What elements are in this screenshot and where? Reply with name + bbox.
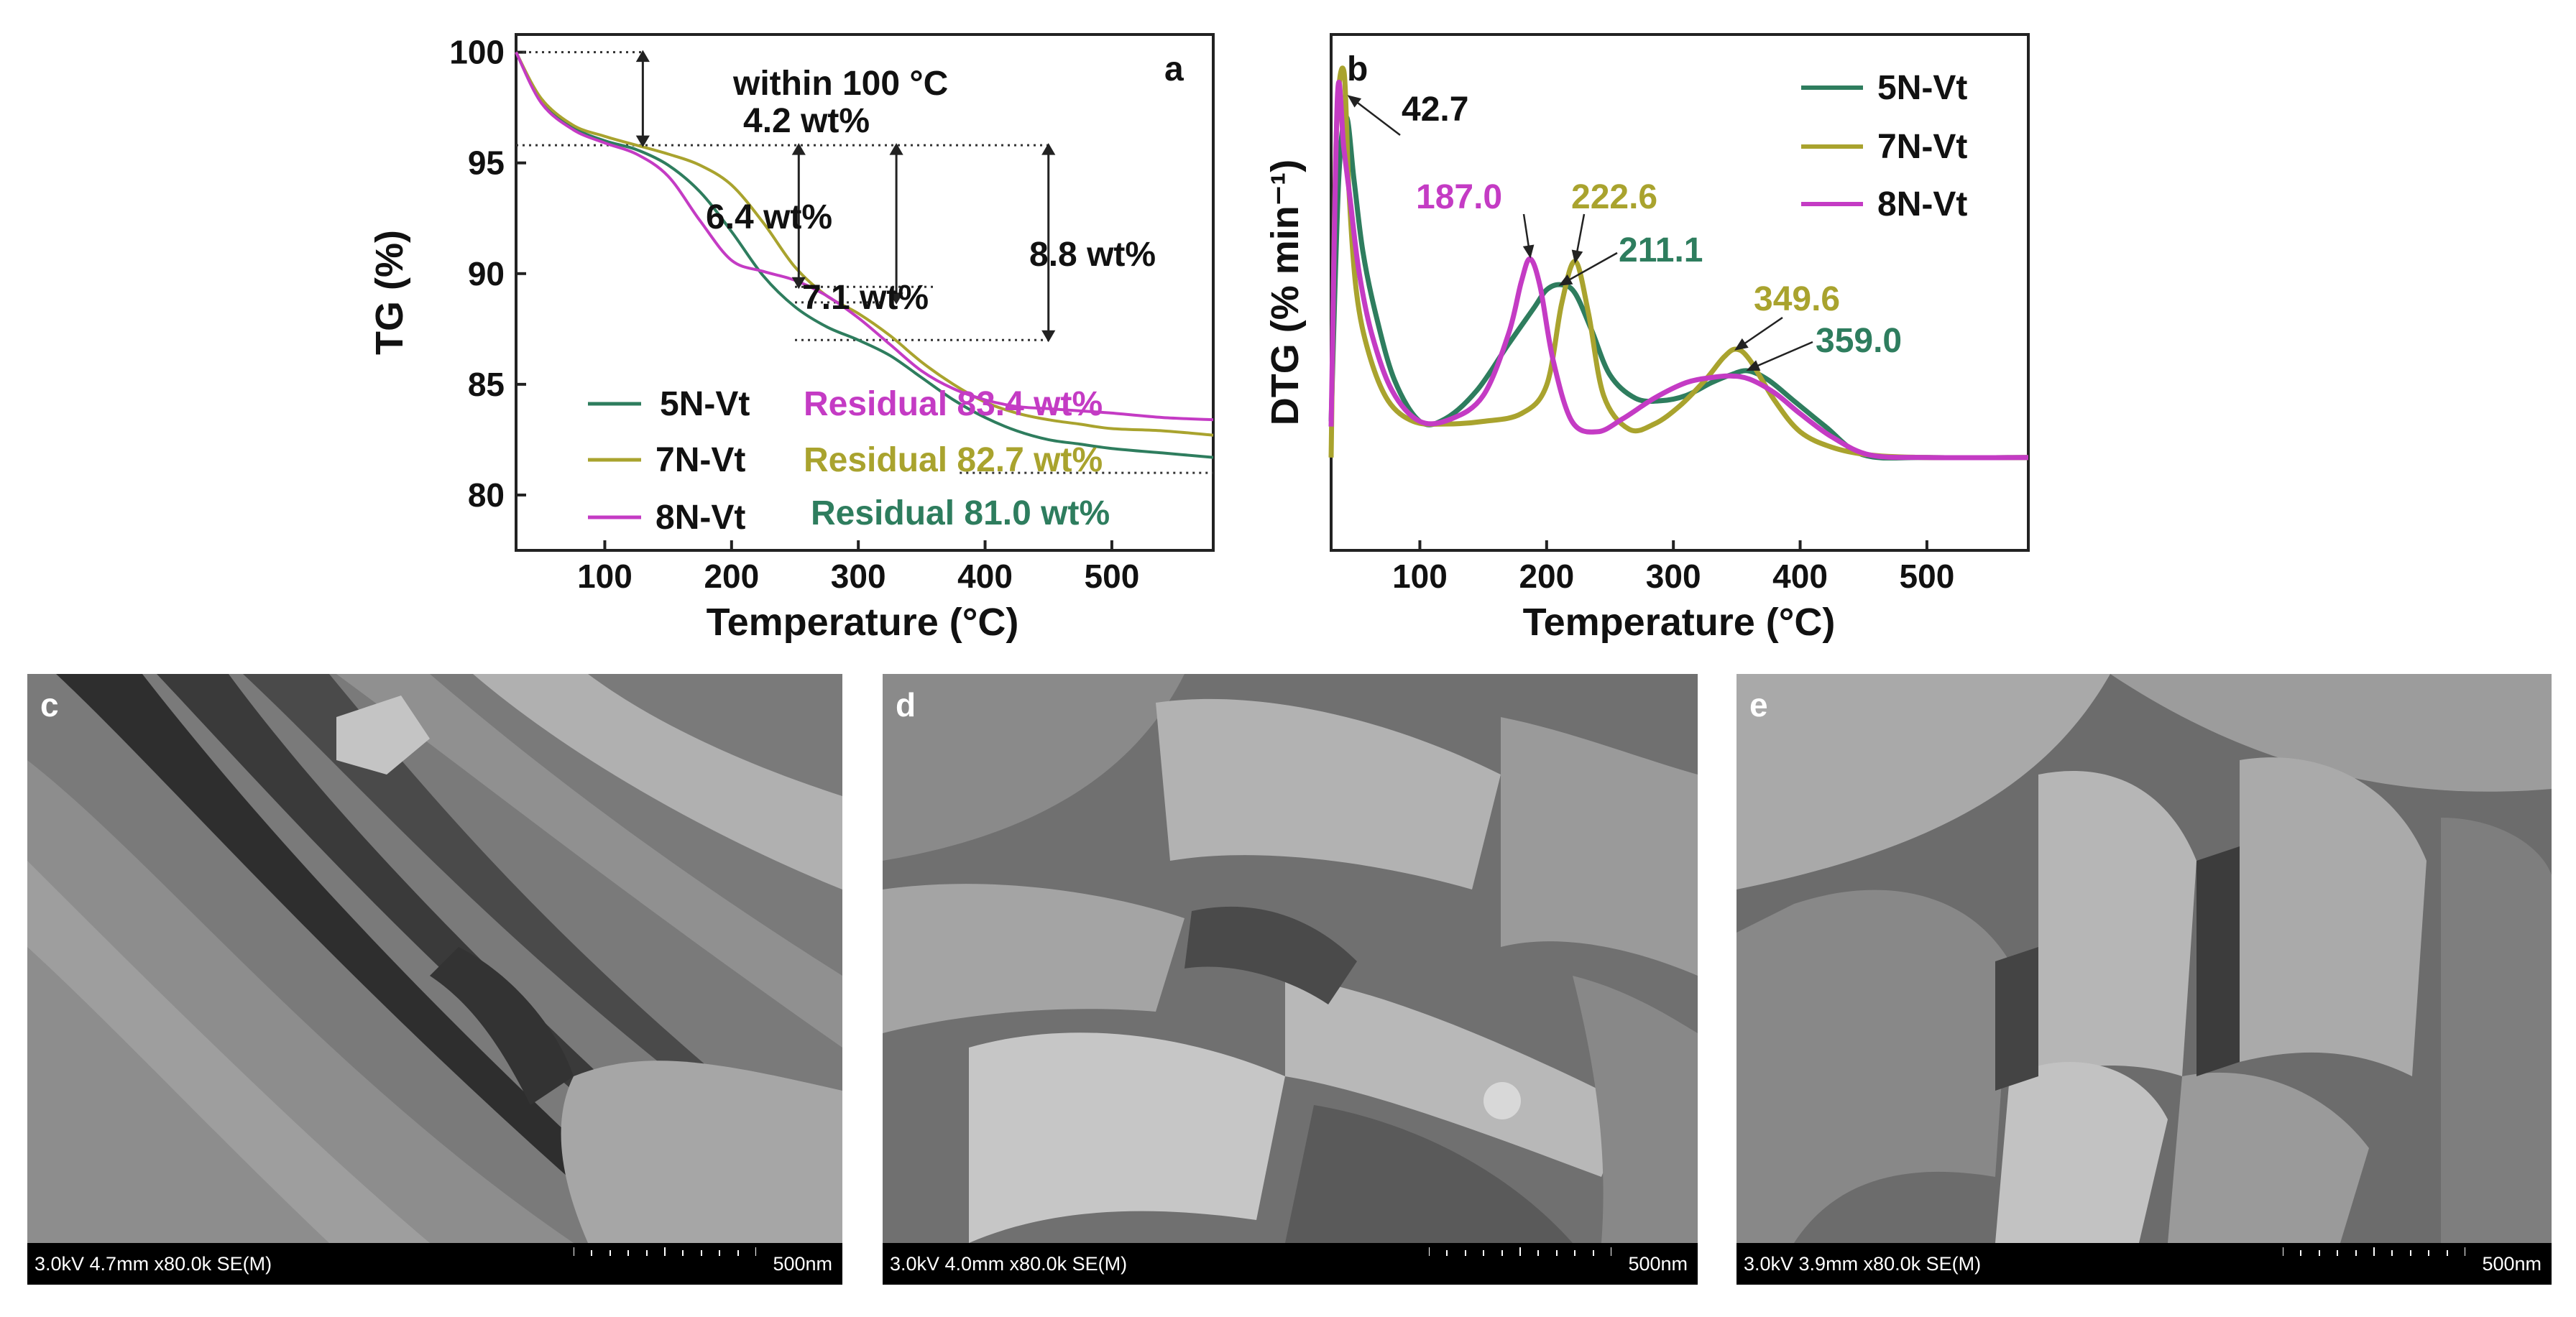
tg-residual-3: Residual 81.0 wt% bbox=[811, 494, 1110, 532]
sem-panel-label-d: d bbox=[896, 686, 916, 724]
sem-info-bar-d: 3.0kV 4.0mm x80.0k SE(M) 500nm bbox=[883, 1243, 1698, 1285]
series-line-a-5n-vt bbox=[515, 51, 1214, 459]
tg-legend: 5N-Vt Residual 83.4 wt% 7N-Vt Residual 8… bbox=[588, 385, 1110, 537]
y-tick-label-a-95: 95 bbox=[468, 144, 505, 182]
tg-annot-8-8: 8.8 wt% bbox=[1029, 236, 1156, 274]
peak-arrow-42-7-line bbox=[1348, 96, 1401, 136]
arrow-7-1-head-top bbox=[889, 143, 903, 155]
sem-scale-ticks-e bbox=[2283, 1247, 2465, 1256]
y-tick-label-a-80: 80 bbox=[468, 476, 505, 514]
sem-micrograph-d bbox=[883, 674, 1698, 1243]
dtg-plot-frame bbox=[1330, 33, 2030, 552]
x-tick-label-b-500: 500 bbox=[1900, 558, 1955, 595]
tg-legend-label-8n: 8N-Vt bbox=[656, 499, 745, 537]
sem-panel-label-c: c bbox=[40, 686, 59, 724]
dtg-peak-349-6: 349.6 bbox=[1754, 280, 1840, 318]
dtg-peak-211-1: 211.1 bbox=[1619, 231, 1703, 269]
series-line-b-5n-vt bbox=[1328, 114, 2029, 461]
sem-scale-ticks-c bbox=[574, 1247, 756, 1256]
dtg-x-axis-title: Temperature (°C) bbox=[1523, 601, 1836, 644]
tg-legend-label-5n: 5N-Vt bbox=[660, 385, 750, 423]
x-tick-label-b-300: 300 bbox=[1646, 558, 1701, 595]
sem-acquisition-info-e: 3.0kV 3.9mm x80.0k SE(M) bbox=[1744, 1253, 1982, 1275]
x-tick-label-a-400: 400 bbox=[957, 558, 1013, 595]
tg-x-ticks: 100 200 300 400 500 bbox=[577, 540, 1139, 595]
arrow-4-2-head-top bbox=[635, 50, 650, 63]
arrow-4-2-head-bottom bbox=[635, 135, 650, 148]
peak-arrow-187-0-line bbox=[1522, 213, 1532, 257]
tg-annot-4-2: 4.2 wt% bbox=[743, 102, 870, 140]
dtg-legend-label-5n: 5N-Vt bbox=[1877, 69, 1967, 107]
sem-acquisition-info-c: 3.0kV 4.7mm x80.0k SE(M) bbox=[34, 1253, 272, 1275]
series-line-b-8n-vt bbox=[1328, 80, 2029, 461]
sem-image-d: d 3.0kV 4.0mm x80.0k SE(M) 500nm bbox=[883, 674, 1698, 1285]
sem-scale-label-c: 500nm bbox=[773, 1253, 832, 1275]
peak-arrow-349-6-head bbox=[1734, 338, 1749, 351]
x-tick-label-a-500: 500 bbox=[1085, 558, 1140, 595]
tg-guide-lines bbox=[516, 51, 1213, 474]
arrow-6-4-head-top bbox=[791, 143, 806, 155]
tg-legend-label-7n: 7N-Vt bbox=[656, 441, 745, 479]
tg-arrows bbox=[635, 50, 1056, 343]
peak-arrow-42-7-head bbox=[1347, 95, 1362, 108]
peak-arrow-359-0-line bbox=[1747, 341, 1813, 371]
peak-arrow-222-6-head bbox=[1571, 249, 1583, 264]
tg-residual-1: Residual 83.4 wt% bbox=[804, 385, 1103, 423]
x-tick-label-a-300: 300 bbox=[831, 558, 886, 595]
sem-micrograph-e bbox=[1736, 674, 2552, 1243]
peak-arrow-187-0-head bbox=[1522, 244, 1535, 259]
sem-scale-label-e: 500nm bbox=[2482, 1253, 2542, 1275]
dtg-peak-42-7: 42.7 bbox=[1402, 91, 1468, 129]
peak-arrow-359-0-head bbox=[1746, 360, 1761, 371]
sem-panel-label-e: e bbox=[1749, 686, 1768, 724]
peak-arrow-211-1-line bbox=[1560, 251, 1618, 286]
tg-y-axis-title: TG (%) bbox=[368, 230, 411, 355]
x-tick-label-a-200: 200 bbox=[704, 558, 759, 595]
sem-scale-label-d: 500nm bbox=[1628, 1253, 1688, 1275]
tg-annot-7-1: 7.1 wt% bbox=[802, 279, 929, 317]
panel-b-label: b bbox=[1347, 50, 1368, 88]
dtg-legend-label-8n: 8N-Vt bbox=[1877, 185, 1967, 223]
arrow-8-8-head-bottom bbox=[1041, 330, 1056, 343]
series-line-a-8n-vt bbox=[515, 51, 1214, 422]
x-tick-label-a-100: 100 bbox=[577, 558, 632, 595]
panel-a-tg-chart: 100 200 300 400 500 80 85 90 95 100 a within 100… bbox=[368, 33, 1215, 644]
sem-info-bar-c: 3.0kV 4.7mm x80.0k SE(M) 500nm bbox=[27, 1243, 842, 1285]
tg-residual-2: Residual 82.7 wt% bbox=[804, 441, 1103, 479]
tg-annot-within: within 100 °C bbox=[732, 65, 948, 103]
sem-scale-ticks-d bbox=[1429, 1247, 1611, 1256]
x-tick-label-b-100: 100 bbox=[1392, 558, 1448, 595]
x-tick-label-b-200: 200 bbox=[1519, 558, 1574, 595]
sem-acquisition-info-d: 3.0kV 4.0mm x80.0k SE(M) bbox=[890, 1253, 1128, 1275]
tg-series bbox=[515, 51, 1214, 459]
panel-a-label: a bbox=[1164, 50, 1184, 88]
dtg-legend-label-7n: 7N-Vt bbox=[1877, 128, 1967, 166]
dtg-peak-359-0: 359.0 bbox=[1816, 322, 1902, 360]
dtg-legend: 5N-Vt 7N-Vt 8N-Vt bbox=[1801, 69, 1967, 223]
arrow-7-1-head-bottom bbox=[889, 292, 903, 305]
dtg-x-ticks: 100 200 300 400 500 bbox=[1392, 540, 1954, 595]
dtg-peak-arrows bbox=[1347, 95, 1813, 371]
y-tick-label-a-90: 90 bbox=[468, 255, 505, 292]
sem-image-e: e 3.0kV 3.9mm x80.0k SE(M) 500nm bbox=[1736, 674, 2552, 1285]
dtg-peak-187-0: 187.0 bbox=[1416, 178, 1502, 216]
peak-arrow-211-1-head bbox=[1558, 274, 1573, 286]
arrow-6-4-head-bottom bbox=[791, 277, 806, 290]
sem-image-c: c 3.0kV 4.7mm x80.0k SE(M) 500nm bbox=[27, 674, 842, 1285]
dtg-peak-222-6: 222.6 bbox=[1571, 178, 1657, 216]
sem-micrograph-c bbox=[27, 674, 842, 1243]
y-tick-label-a-85: 85 bbox=[468, 366, 505, 403]
tg-y-ticks: 80 85 90 95 100 bbox=[449, 34, 526, 514]
dtg-series bbox=[1328, 65, 2029, 461]
series-line-b-7n-vt bbox=[1328, 65, 2029, 461]
sem-info-bar-e: 3.0kV 3.9mm x80.0k SE(M) 500nm bbox=[1736, 1243, 2552, 1285]
peak-arrow-222-6-line bbox=[1574, 213, 1586, 262]
peak-arrow-349-6-line bbox=[1735, 316, 1783, 351]
tg-x-axis-title: Temperature (°C) bbox=[707, 601, 1019, 644]
x-tick-label-b-400: 400 bbox=[1772, 558, 1828, 595]
tg-plot-frame bbox=[515, 33, 1215, 552]
arrow-8-8-head-top bbox=[1041, 143, 1056, 155]
tg-annot-6-4: 6.4 wt% bbox=[706, 198, 832, 236]
y-tick-label-a-100: 100 bbox=[449, 34, 505, 71]
